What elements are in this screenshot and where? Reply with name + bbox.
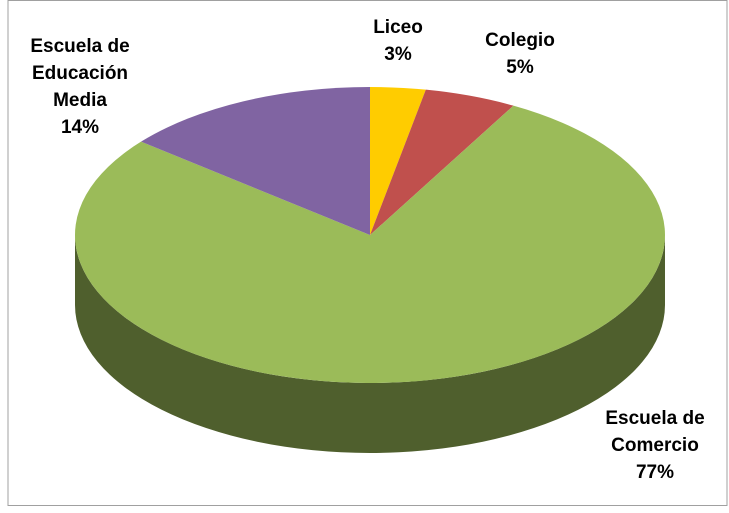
value-label: 77% [635,462,675,483]
category-label: Escuela de Comercio [605,408,705,456]
category-label: Liceo [373,17,423,38]
value-label: 3% [384,44,412,65]
data-label: Escuela de Comercio 77% [585,405,725,486]
category-label: Colegio [485,30,555,51]
category-label: Escuela de Educación Media [30,36,130,111]
frame [7,0,728,506]
data-label: Liceo 3% [358,14,438,68]
slice [370,89,514,235]
value-label: 5% [506,57,534,78]
slice-side [75,235,665,453]
data-label: Escuela de Educación Media 14% [10,33,150,141]
data-label: Colegio 5% [465,27,575,81]
slice [75,105,666,384]
slice [141,87,370,235]
value-label: 14% [60,117,100,138]
slice [370,87,426,235]
